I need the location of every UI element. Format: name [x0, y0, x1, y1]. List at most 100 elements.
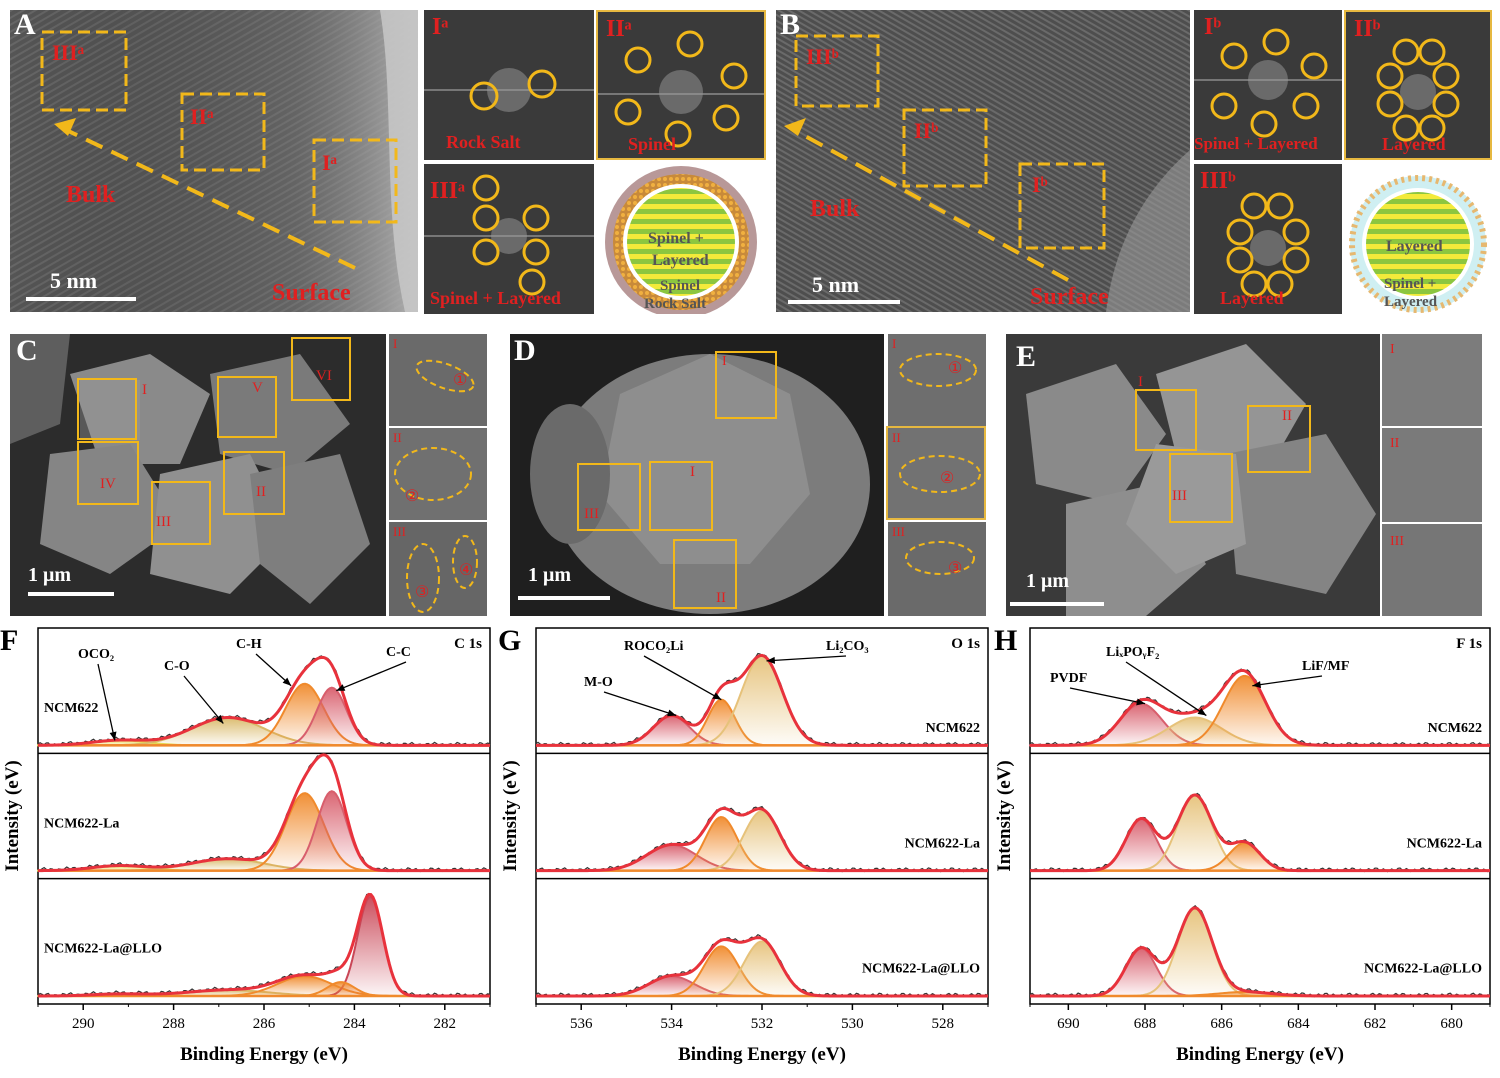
fit-envelope	[1030, 793, 1490, 873]
panel-a-hrtem: A IIIᵃ IIᵃ Iᵃ Bulk Surface 5 nm	[10, 10, 418, 312]
peak-arrow-head	[712, 692, 722, 700]
sem-box-d-i: I	[690, 464, 695, 480]
fft-caption-a-iii: Spinel + Layered	[430, 288, 561, 308]
xps-panel-f	[37, 627, 491, 1010]
panel-letter-h: H	[994, 624, 1017, 657]
peak-arrow-head	[282, 677, 292, 686]
panel-letter-c: C	[16, 334, 38, 367]
inset-e-i: I	[1382, 334, 1482, 426]
particle-schematic-b	[1349, 175, 1487, 313]
scale-bar-label-b: 5 nm	[812, 272, 860, 297]
inset-e-iii: III	[1382, 524, 1482, 616]
surface-label-b: Surface	[1030, 284, 1109, 310]
x-tick-label: 528	[932, 1016, 955, 1032]
sample-label: NCM622-La	[44, 816, 119, 831]
x-axis-label: Binding Energy (eV)	[678, 1044, 846, 1065]
fft-pattern-a-iii	[424, 164, 594, 314]
inset-e-i-label: I	[1390, 342, 1395, 357]
x-tick-label: 284	[343, 1016, 366, 1032]
x-tick-label: 688	[1134, 1016, 1157, 1032]
inset-d-ii-label: II	[892, 430, 901, 445]
sem-box-e-iii: III	[1172, 488, 1187, 504]
core-level-title: O 1s	[951, 636, 980, 652]
region-label-iii-a: IIIᵃ	[52, 40, 85, 65]
surface-label-a: Surface	[272, 280, 351, 306]
peak-arrow	[643, 655, 722, 701]
fft-a-i: Iᵃ Rock Salt	[424, 10, 594, 160]
fit-component	[38, 792, 490, 872]
x-tick-label: 536	[570, 1016, 593, 1032]
fit-envelope	[1030, 906, 1490, 998]
fft-a-iii: IIIᵃ Spinel + Layered	[424, 164, 594, 314]
peak-arrow	[1069, 687, 1146, 705]
fft-pattern-a-i	[424, 10, 594, 160]
inset-c-ii-mark: ②	[405, 488, 420, 505]
inset-d-i-label: I	[892, 336, 897, 351]
inset-c-iii-image	[406, 535, 478, 613]
inset-d-iii: III ③	[888, 522, 986, 616]
sem-box-d-iii: III	[584, 506, 599, 522]
sem-box-c-i: I	[142, 382, 147, 398]
peak-arrow	[603, 691, 677, 717]
x-tick-label: 530	[841, 1016, 864, 1032]
peak-label: C-O	[164, 659, 190, 674]
peak-label: ROCO₂Li	[624, 639, 684, 654]
sem-image-c	[10, 334, 386, 616]
inset-c-ii-label: II	[393, 430, 402, 445]
x-tick-label: 682	[1364, 1016, 1387, 1032]
sem-box-c-iv: IV	[100, 476, 116, 492]
sample-label: NCM622-La	[1407, 836, 1482, 851]
sem-box-d-ii: II	[716, 590, 726, 606]
core-level-title: F 1s	[1456, 636, 1482, 652]
fit-component	[536, 654, 988, 747]
raw-spectrum	[1029, 905, 1491, 998]
inset-c-iii-mark-3: ③	[415, 584, 430, 601]
sample-label: NCM622-La@LLO	[1364, 962, 1482, 977]
scale-bar-label-a: 5 nm	[50, 268, 98, 293]
schematic-b: Layered Spinel + Layered	[1344, 164, 1492, 314]
region-label-iii-b: IIIᵇ	[806, 44, 839, 69]
region-label-ii-a: IIᵃ	[190, 104, 214, 129]
inset-e-iii-label: III	[1390, 534, 1404, 549]
fit-envelope	[536, 653, 988, 747]
schematic-b-shell2: Layered	[1384, 294, 1438, 310]
fft-label-a-i: Iᵃ	[432, 14, 449, 40]
sem-box-d-top: I	[722, 354, 727, 369]
inset-e-ii-label: II	[1390, 436, 1400, 451]
panel-e-sem: E I II III 1 μm	[1006, 334, 1380, 616]
peak-label: C-H	[236, 637, 262, 652]
sample-label: NCM622	[1428, 721, 1482, 736]
x-tick-label: 690	[1057, 1016, 1080, 1032]
y-axis-label: Intensity (eV)	[500, 760, 521, 871]
region-label-ii-b: IIᵇ	[914, 118, 939, 143]
y-axis-label: Intensity (eV)	[2, 760, 23, 871]
inset-c-iii: III ③ ④	[389, 522, 487, 616]
peak-arrow	[336, 661, 407, 692]
x-tick-label: 684	[1287, 1016, 1310, 1032]
peak-arrow	[97, 663, 116, 741]
inset-c-iii-label: III	[393, 524, 406, 539]
inset-c-i-label: I	[393, 336, 398, 351]
inset-d-ii: II ②	[886, 426, 986, 520]
region-label-i-a: Iᵃ	[322, 150, 337, 175]
schematic-b-shell: Spinel +	[1384, 276, 1437, 292]
fft-b-ii: IIᵇ Layered	[1344, 10, 1492, 160]
peak-arrow-head	[766, 656, 776, 664]
schematic-a: Spinel + Layered Spinel Rock Salt	[596, 164, 766, 318]
particle-schematic-a	[605, 166, 757, 318]
peak-arrow-head	[1197, 708, 1207, 716]
fft-label-a-iii: IIIᵃ	[430, 178, 466, 204]
inset-d-ii-mark: ②	[940, 470, 955, 487]
x-tick-label: 534	[660, 1016, 683, 1032]
raw-spectrum	[37, 753, 491, 873]
bulk-label-a: Bulk	[66, 182, 116, 208]
fft-label-b-ii: IIᵇ	[1354, 16, 1381, 42]
inset-d-iii-image	[905, 541, 975, 575]
x-tick-label: 286	[253, 1016, 276, 1032]
schematic-a-core: Spinel +	[648, 230, 704, 247]
panel-d-sem: D I I III II 1 μm	[510, 334, 884, 616]
xps-panel-g	[535, 627, 989, 1010]
inset-e-ii: II	[1382, 428, 1482, 522]
sample-label: NCM622-La@LLO	[44, 942, 162, 957]
fft-pattern-b-ii	[1346, 12, 1490, 158]
